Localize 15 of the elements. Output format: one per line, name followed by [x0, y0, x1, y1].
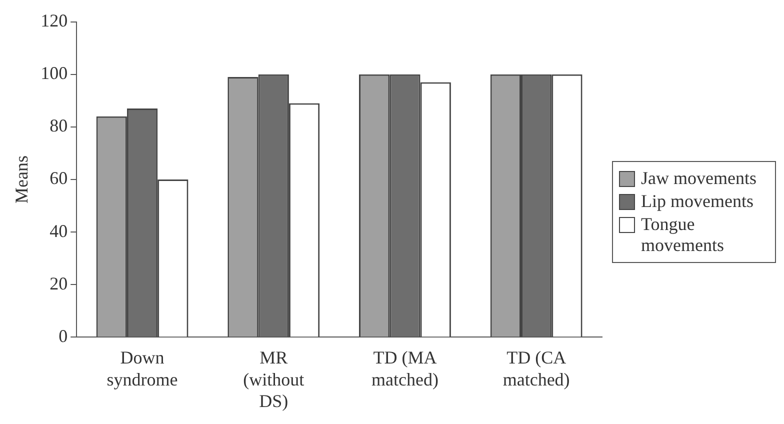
x-tick-label: TD (CA matched) — [502, 348, 570, 390]
y-tick-label: 60 — [50, 168, 68, 188]
y-tick-label: 40 — [50, 220, 68, 241]
y-axis-title: Means — [12, 156, 32, 204]
y-tick-label: 20 — [50, 273, 68, 294]
x-tick-label: TD (MA matched) — [371, 348, 438, 390]
y-tick-label: 100 — [40, 63, 68, 84]
legend-label: Jaw movements — [641, 168, 756, 189]
x-tick-label: MR (without DS) — [243, 348, 304, 411]
text: Tongue movements — [641, 214, 725, 256]
y-tick-label: 120 — [40, 10, 68, 31]
x-tick-label: Down syndrome — [106, 348, 178, 390]
y-tick-label: 0 — [58, 326, 68, 346]
y-tick-label: 80 — [50, 116, 68, 136]
legend-label: Lip movements — [641, 191, 754, 212]
